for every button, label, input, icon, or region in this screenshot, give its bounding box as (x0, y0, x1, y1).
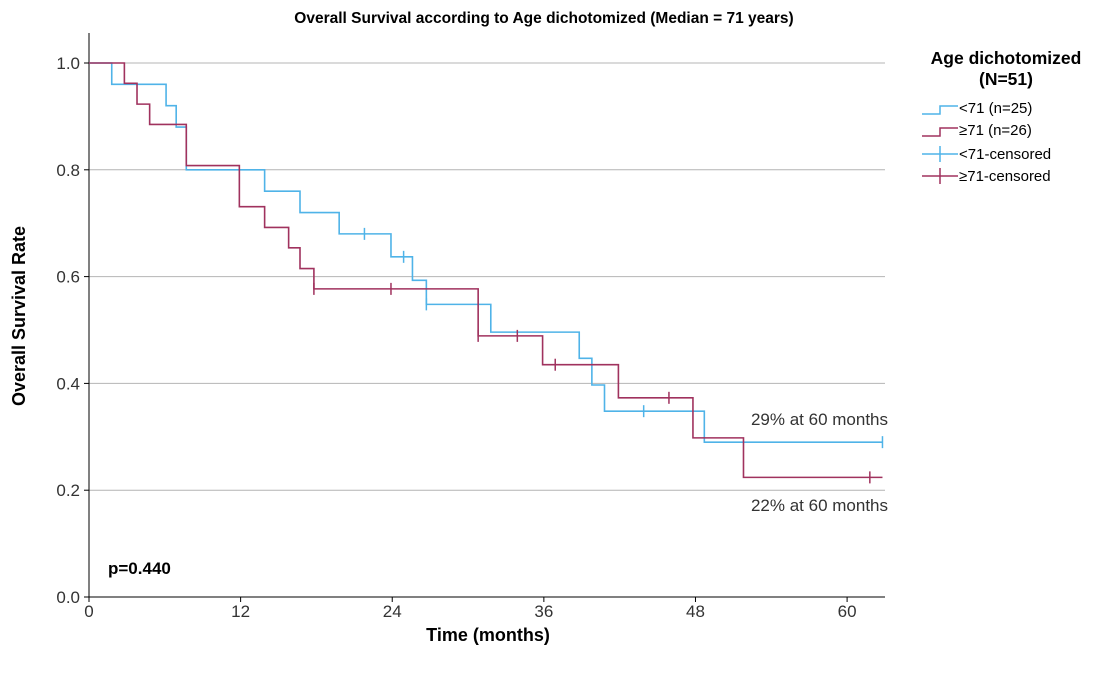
y-axis-title: Overall Survival Rate (9, 226, 29, 406)
y-tick-label-0: 0.0 (56, 588, 80, 607)
legend-item-lt71-censored: <71-censored (922, 146, 1051, 163)
series-layer (89, 62, 884, 484)
legend: Age dichotomized (N=51) <71 (n=25) ≥71 (… (922, 48, 1081, 185)
p-value: p=0.440 (108, 559, 171, 578)
legend-swatch-lt71-censored (922, 146, 958, 162)
legend-label-lt71-censored: <71-censored (959, 146, 1051, 163)
y-tick-label-3: 0.6 (56, 268, 80, 287)
y-tick-label-2: 0.4 (56, 374, 80, 393)
x-tick-label-1: 12 (231, 602, 250, 621)
plot-area (88, 33, 885, 598)
km-curve-lt71 (89, 62, 883, 443)
legend-label-ge71: ≥71 (n=26) (959, 122, 1032, 139)
x-tick-label-5: 60 (838, 602, 857, 621)
legend-title-line-2: (N=51) (979, 69, 1033, 89)
km-curve-ge71 (89, 62, 883, 479)
annotation-ge71-60m: 22% at 60 months (751, 496, 888, 515)
legend-label-ge71-censored: ≥71-censored (959, 168, 1051, 185)
x-tick-label-4: 48 (686, 602, 705, 621)
x-tick-label-2: 24 (383, 602, 402, 621)
y-tick-label-4: 0.8 (56, 161, 80, 180)
legend-label-lt71: <71 (n=25) (959, 100, 1032, 117)
x-tick-label-3: 36 (534, 602, 553, 621)
legend-swatch-ge71 (922, 127, 958, 137)
x-axis-title: Time (months) (426, 625, 550, 645)
x-tick-label-0: 0 (84, 602, 93, 621)
legend-item-ge71: ≥71 (n=26) (922, 122, 1032, 139)
annotation-lt71-60m: 29% at 60 months (751, 410, 888, 429)
legend-item-ge71-censored: ≥71-censored (922, 168, 1051, 185)
chart-title: Overall Survival according to Age dichot… (294, 10, 793, 27)
axis-ticks: 0 12 24 36 48 60 0.0 0.2 0.4 0.6 0.8 1.0 (56, 54, 856, 621)
legend-swatch-lt71 (922, 105, 958, 115)
legend-swatch-ge71-censored (922, 168, 958, 184)
y-tick-label-5: 1.0 (56, 54, 80, 73)
y-tick-label-1: 0.2 (56, 481, 80, 500)
legend-item-lt71: <71 (n=25) (922, 100, 1032, 117)
legend-title-line-1: Age dichotomized (931, 48, 1082, 68)
